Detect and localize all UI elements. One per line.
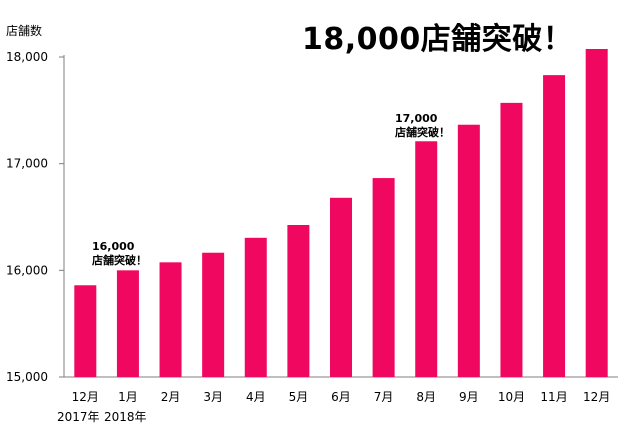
x-tick-label: 6月 <box>331 390 351 404</box>
annotation-16000-value: 16,000 <box>92 240 135 253</box>
x-tick-label: 11月 <box>540 390 567 404</box>
x-tick-label: 1月 <box>118 390 138 404</box>
y-tick-label: 17,000 <box>6 157 48 171</box>
bar <box>585 49 608 377</box>
annotation-16000: 16,000 店舗突破！ <box>92 240 147 268</box>
bar <box>159 262 182 377</box>
y-tick-label: 15,000 <box>6 370 48 384</box>
bar <box>543 75 566 377</box>
annotation-17000-value: 17,000 <box>395 112 438 125</box>
x-tick-label: 10月 <box>498 390 525 404</box>
bar <box>457 124 480 377</box>
y-tick-label: 16,000 <box>6 263 48 277</box>
bar <box>372 178 395 377</box>
x-tick-label: 2月 <box>161 390 181 404</box>
bar <box>116 270 139 377</box>
annotation-17000: 17,000 店舗突破！ <box>395 112 450 140</box>
x-tick-label: 5月 <box>289 390 309 404</box>
year-label-2018: 2018年 <box>104 410 147 424</box>
x-tick-label: 4月 <box>246 390 266 404</box>
bar <box>74 285 97 377</box>
y-axis-label: 店舗数 <box>6 24 43 38</box>
bar <box>500 102 523 377</box>
x-tick-label: 8月 <box>416 390 436 404</box>
x-tick-label: 12月 <box>72 390 99 404</box>
bar <box>330 197 352 377</box>
x-tick-label: 12月 <box>583 390 610 404</box>
chart-title: 18,000店舗突破！ <box>302 22 574 57</box>
bar <box>287 225 310 377</box>
y-tick-label: 18,000 <box>6 50 48 64</box>
x-tick-label: 9月 <box>459 390 479 404</box>
bar <box>415 141 438 377</box>
bar <box>244 237 267 377</box>
x-tick-label: 7月 <box>374 390 394 404</box>
bar <box>202 252 225 377</box>
annotation-17000-text: 店舗突破！ <box>395 126 450 139</box>
annotation-16000-text: 店舗突破！ <box>92 254 147 267</box>
x-tick-label: 3月 <box>203 390 223 404</box>
year-label-2017: 2017年 <box>57 410 100 424</box>
